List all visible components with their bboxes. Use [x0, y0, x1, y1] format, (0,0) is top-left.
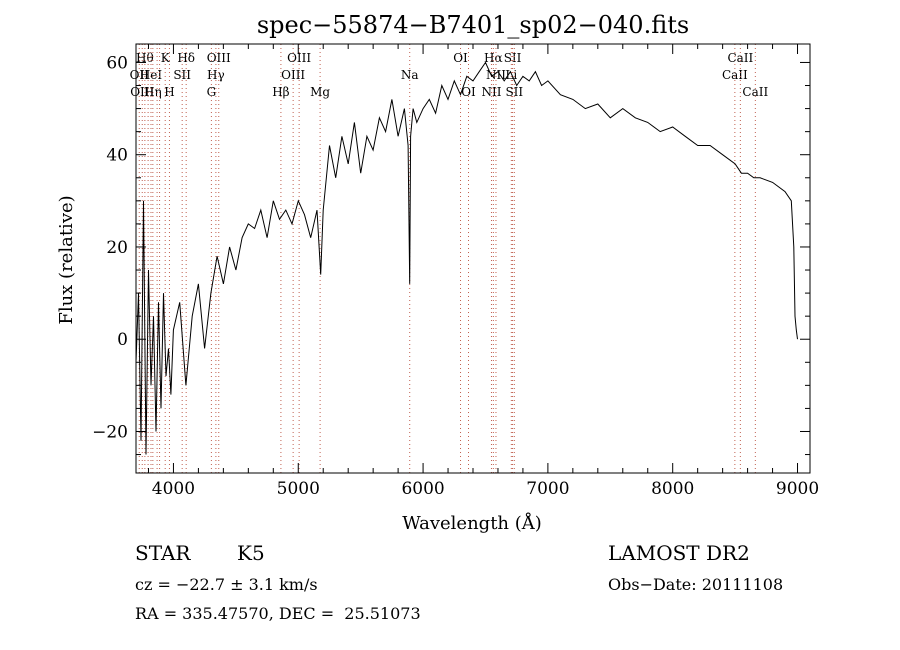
- redshift-text: cz = −22.7 ± 3.1 km/s: [135, 575, 318, 594]
- line-marker-label: Na: [401, 68, 419, 82]
- tick-label: 20: [106, 238, 128, 258]
- line-marker-label: HeI: [140, 68, 163, 82]
- line-marker-label: G: [207, 85, 217, 99]
- line-marker-label: SII: [504, 51, 522, 65]
- tick-label: 5000: [277, 479, 320, 499]
- spectral-line-markers: OIIOIIIHθHeIHηKHSIIHδGHγOIIIHβOIIIOIIIMg…: [130, 44, 768, 473]
- line-marker-label: SII: [173, 68, 191, 82]
- line-marker-label: SII: [505, 85, 523, 99]
- line-marker-label: CaII: [727, 51, 753, 65]
- line-marker-label: OIII: [281, 68, 305, 82]
- tick-label: 60: [106, 53, 128, 73]
- line-marker-label: Mg: [310, 85, 330, 99]
- survey-name: LAMOST DR2: [608, 541, 750, 565]
- line-marker-label: NII: [486, 68, 506, 82]
- line-marker-label: Hγ: [207, 68, 225, 82]
- line-marker-label: CaII: [742, 85, 768, 99]
- line-marker-label: CaII: [722, 68, 748, 82]
- tick-label: 7000: [526, 479, 569, 499]
- line-marker-label: OI: [461, 85, 476, 99]
- plot-frame: [135, 43, 811, 474]
- line-marker-label: NII: [481, 85, 501, 99]
- line-marker-label: K: [161, 51, 171, 65]
- line-marker-label: OII: [130, 68, 150, 82]
- line-marker-label: Hδ: [177, 51, 195, 65]
- line-marker-label: Hβ: [272, 85, 289, 99]
- tick-label: 4000: [152, 479, 195, 499]
- spectrum-line: [135, 61, 798, 455]
- line-marker-label: OIII: [207, 51, 231, 65]
- line-marker-label: Hα: [484, 51, 503, 65]
- tick-label: 40: [106, 146, 128, 166]
- x-axis-label: Wavelength (Å): [402, 512, 542, 534]
- axis-ticks: 4000 5000 6000 7000 8000 9000 −20 0 20 40 60: [92, 44, 819, 499]
- obs-date-text: Obs−Date: 20111108: [608, 575, 784, 594]
- tick-label: 0: [117, 330, 128, 350]
- tick-label: 9000: [776, 479, 819, 499]
- plot-area: OIIOIIIHθHeIHηKHSIIHδGHγOIIIHβOIIIOIIIMg…: [92, 43, 819, 499]
- object-subclass: K5: [237, 541, 265, 565]
- line-marker-label: H: [164, 85, 174, 99]
- line-marker-label: OI: [453, 51, 468, 65]
- tick-label: −20: [92, 422, 128, 442]
- tick-label: 6000: [401, 479, 444, 499]
- chart-title: spec−55874−B7401_sp02−040.fits: [257, 11, 689, 39]
- line-marker-label: Hθ: [136, 51, 154, 65]
- tick-label: 8000: [651, 479, 694, 499]
- line-marker-label: OIII: [287, 51, 311, 65]
- radec-text: RA = 335.47570, DEC = 25.51073: [135, 604, 421, 623]
- line-marker-label: Hη: [144, 85, 162, 99]
- y-axis-label: Flux (relative): [56, 195, 77, 324]
- object-class: STAR: [135, 541, 191, 565]
